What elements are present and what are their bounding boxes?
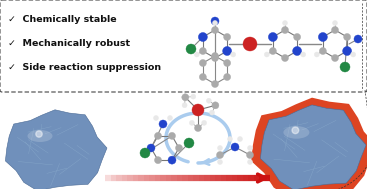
Circle shape (168, 132, 175, 139)
Circle shape (218, 146, 222, 150)
Circle shape (210, 110, 214, 115)
Circle shape (354, 35, 362, 43)
Circle shape (292, 46, 302, 56)
Circle shape (237, 136, 243, 142)
Circle shape (223, 46, 232, 56)
Circle shape (343, 46, 352, 56)
Circle shape (168, 156, 176, 164)
Circle shape (217, 152, 224, 159)
Polygon shape (6, 110, 107, 189)
Circle shape (281, 54, 288, 61)
Circle shape (224, 74, 230, 81)
Circle shape (247, 160, 252, 164)
Circle shape (269, 47, 276, 54)
Circle shape (218, 160, 222, 164)
Circle shape (319, 33, 327, 42)
Ellipse shape (283, 126, 309, 139)
Circle shape (211, 53, 218, 60)
Circle shape (333, 20, 338, 26)
Circle shape (340, 62, 350, 72)
Circle shape (147, 144, 155, 152)
Text: ✓  Chemically stable: ✓ Chemically stable (8, 15, 117, 25)
Circle shape (228, 136, 233, 142)
Circle shape (212, 20, 218, 26)
Circle shape (247, 152, 254, 159)
Circle shape (268, 33, 277, 42)
Circle shape (184, 138, 194, 148)
Circle shape (231, 143, 239, 151)
Circle shape (292, 127, 299, 134)
Circle shape (36, 131, 42, 137)
FancyBboxPatch shape (0, 0, 367, 92)
Circle shape (167, 115, 172, 121)
Circle shape (224, 33, 230, 40)
Circle shape (314, 52, 319, 57)
Circle shape (211, 26, 218, 33)
Circle shape (344, 33, 350, 40)
Circle shape (182, 94, 189, 101)
Polygon shape (251, 98, 367, 189)
Circle shape (247, 146, 252, 150)
Circle shape (231, 52, 236, 57)
Circle shape (294, 33, 301, 40)
Circle shape (211, 54, 218, 61)
Circle shape (206, 98, 211, 103)
Circle shape (191, 94, 196, 99)
Circle shape (281, 26, 288, 33)
Circle shape (155, 157, 161, 164)
Circle shape (199, 47, 206, 54)
Circle shape (212, 102, 219, 109)
Circle shape (159, 120, 167, 128)
Circle shape (199, 74, 206, 81)
Circle shape (199, 33, 207, 42)
Circle shape (331, 54, 338, 61)
Circle shape (140, 148, 150, 158)
Circle shape (319, 47, 326, 54)
Circle shape (189, 120, 195, 125)
Circle shape (199, 60, 206, 67)
Circle shape (211, 17, 219, 25)
Circle shape (351, 52, 356, 57)
Circle shape (175, 145, 182, 152)
Circle shape (283, 20, 287, 26)
Text: ✓  Mechanically robust: ✓ Mechanically robust (8, 40, 130, 49)
Circle shape (194, 52, 199, 57)
Circle shape (155, 132, 161, 139)
Circle shape (331, 26, 338, 33)
Circle shape (201, 120, 207, 125)
Text: ✓  Side reaction suppression: ✓ Side reaction suppression (8, 64, 161, 73)
Circle shape (301, 52, 306, 57)
Circle shape (264, 52, 269, 57)
Circle shape (224, 60, 230, 67)
Circle shape (211, 81, 218, 88)
Circle shape (186, 44, 196, 54)
Ellipse shape (28, 130, 52, 142)
Polygon shape (261, 105, 366, 189)
Circle shape (153, 115, 159, 121)
Circle shape (243, 37, 257, 51)
Circle shape (195, 125, 201, 132)
Circle shape (192, 104, 204, 116)
Circle shape (182, 103, 187, 108)
